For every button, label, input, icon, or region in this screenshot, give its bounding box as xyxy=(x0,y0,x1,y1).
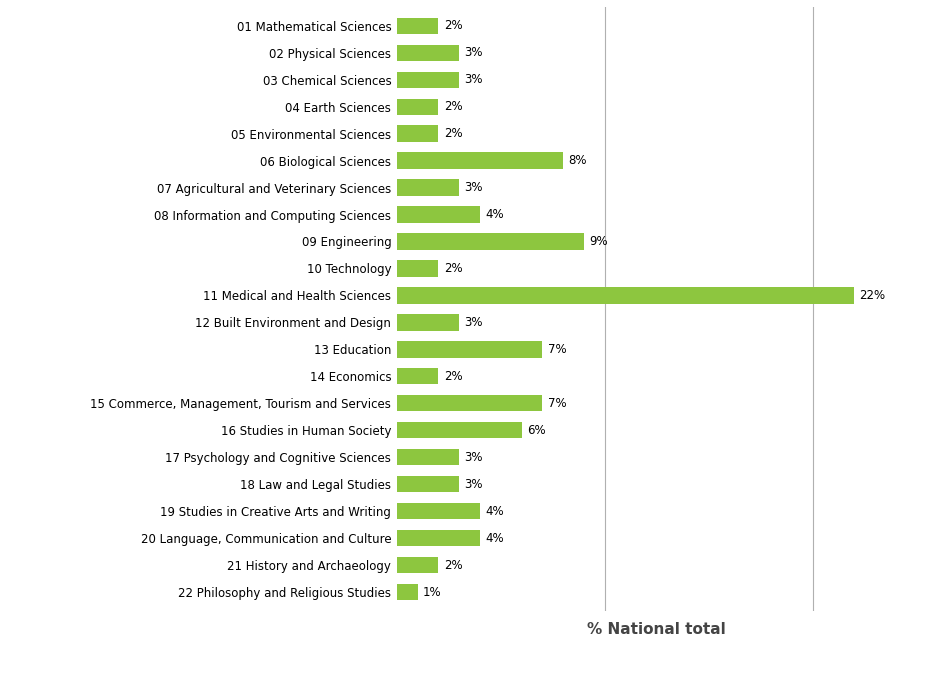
Text: 1%: 1% xyxy=(422,586,441,599)
Bar xyxy=(396,557,438,573)
Text: 2%: 2% xyxy=(443,370,462,383)
Bar xyxy=(396,18,438,34)
Bar xyxy=(396,98,438,115)
Bar xyxy=(396,179,459,196)
Bar xyxy=(396,126,438,142)
Text: 2%: 2% xyxy=(443,19,462,32)
Text: 8%: 8% xyxy=(567,154,586,167)
Text: 2%: 2% xyxy=(443,127,462,140)
Bar xyxy=(396,206,480,223)
Text: 4%: 4% xyxy=(485,208,503,221)
Text: 22%: 22% xyxy=(859,289,885,302)
Text: 3%: 3% xyxy=(464,46,482,59)
Bar xyxy=(396,71,459,88)
Bar xyxy=(396,342,542,358)
Text: 2%: 2% xyxy=(443,100,462,113)
Bar xyxy=(396,422,521,439)
Bar xyxy=(396,314,459,331)
Text: 4%: 4% xyxy=(485,532,503,545)
Text: 3%: 3% xyxy=(464,73,482,86)
Bar xyxy=(396,45,459,60)
X-axis label: % National total: % National total xyxy=(587,622,725,637)
Bar xyxy=(396,395,542,411)
Text: 9%: 9% xyxy=(589,235,607,248)
Text: 4%: 4% xyxy=(485,504,503,518)
Bar xyxy=(396,449,459,465)
Bar xyxy=(396,368,438,384)
Text: 7%: 7% xyxy=(548,397,565,410)
Text: 3%: 3% xyxy=(464,316,482,329)
Bar xyxy=(396,234,583,250)
Text: 3%: 3% xyxy=(464,451,482,464)
Bar xyxy=(396,260,438,276)
Bar xyxy=(396,530,480,547)
Bar xyxy=(396,584,417,600)
Bar xyxy=(396,503,480,519)
Text: 6%: 6% xyxy=(526,424,545,437)
Text: 7%: 7% xyxy=(548,343,565,356)
Text: 3%: 3% xyxy=(464,478,482,491)
Text: 2%: 2% xyxy=(443,559,462,572)
Text: 3%: 3% xyxy=(464,181,482,194)
Bar xyxy=(396,153,563,168)
Bar xyxy=(396,476,459,492)
Bar xyxy=(396,287,853,304)
Text: 2%: 2% xyxy=(443,262,462,275)
